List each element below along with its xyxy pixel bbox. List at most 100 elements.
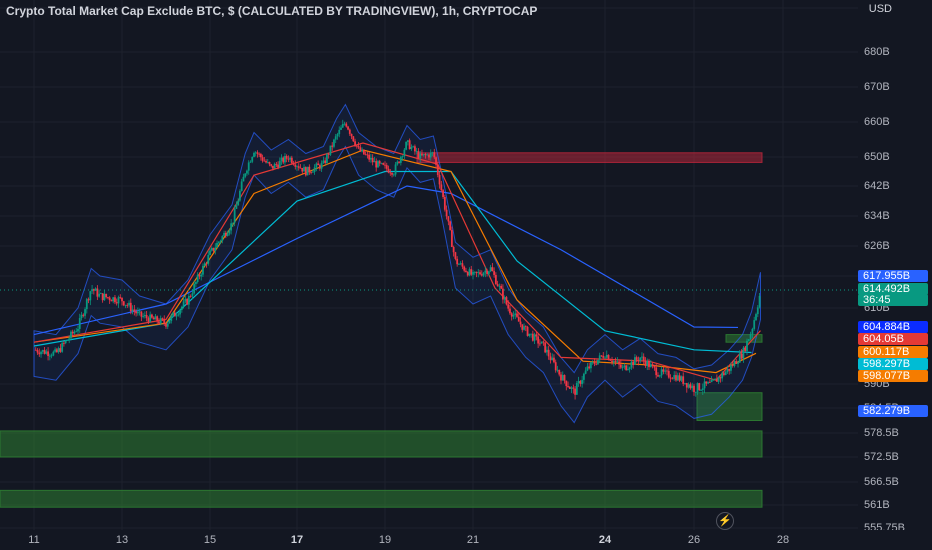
candle-body [198,274,201,277]
candle-body [189,296,192,297]
candle-body [217,241,220,243]
candle-body [80,314,83,319]
candle-body [691,385,694,389]
price-tag: 614.492B [858,283,928,295]
price-tick: 634B [864,210,890,222]
candle-body [228,230,231,234]
candle-body [277,164,279,168]
candle-body [710,380,713,383]
time-axis[interactable]: 11 13 15 17 19 21 24 26 28 [0,530,932,550]
candle-body [184,298,187,302]
candle-body [579,381,582,384]
candle-body [436,164,439,175]
candle-body [384,164,386,166]
candle-body [165,323,167,327]
candle-body [362,149,365,155]
candle-body [609,359,612,361]
candle-body [565,380,568,387]
candle-body [329,145,332,155]
candle-body [496,284,499,287]
candle-body [272,165,274,169]
candle-body [563,375,566,381]
candle-body [605,354,608,358]
currency-label[interactable]: USD [868,3,892,15]
candle-body [533,334,536,341]
price-chart[interactable] [0,0,858,530]
candle-body [359,147,362,152]
candle-body [355,145,358,147]
candle-body [424,154,427,155]
candle-body [195,281,197,285]
date-tick: 26 [687,534,701,546]
candle-body [140,311,143,317]
candle-body [149,314,152,322]
price-tick: 626B [864,240,890,252]
candle-body [240,181,243,191]
candle-body [450,230,453,247]
candle-body [544,342,547,353]
candle-body [489,267,492,272]
candle-body [639,357,642,362]
channel-band [33,103,761,424]
candle-body [680,376,683,381]
candle-body [421,153,423,156]
candle-body [682,376,685,384]
candle-body [306,166,309,176]
candle-body [498,285,501,287]
candle-body [292,163,295,165]
candle-body [519,321,522,325]
candle-body [676,375,679,381]
candle-body [403,149,406,157]
price-axis[interactable]: USD 680B670B660B650B642B634B626B618B610B… [858,0,932,534]
candle-body [280,157,283,161]
candle-body [447,216,450,222]
candle-body [540,341,543,344]
candle-body [517,316,520,322]
candle-body [259,153,262,158]
candle-body [689,384,692,389]
candle-body [209,250,211,256]
candle-body [338,129,341,135]
candle-body [528,333,531,336]
candle-body [258,153,261,155]
candle-body [678,375,681,381]
candle-body [212,247,215,251]
candle-body [385,165,388,169]
candle-body [459,263,462,265]
candle-body [214,247,217,251]
candle-body [662,369,665,372]
candle-body [98,293,101,297]
candle-body [50,355,53,357]
candle-body [175,315,178,317]
chart-area[interactable] [0,0,858,530]
candle-body [324,160,327,163]
candle-body [538,343,541,345]
candle-body [503,297,506,300]
candle-body [509,308,511,314]
candle-body [334,136,337,140]
candle-body [311,171,314,173]
candle-body [336,134,339,137]
candle-body [354,141,356,146]
candle-body [103,293,106,301]
candle-body [749,334,752,340]
candle-body [310,172,312,174]
flash-icon[interactable]: ⚡ [716,512,734,530]
candle-body [55,349,58,353]
price-tick: 566.5B [864,476,899,488]
candle-body [186,298,189,305]
candle-body [378,161,381,164]
candle-body [735,361,738,364]
chart-title: Crypto Total Market Cap Exclude BTC, $ (… [6,4,538,18]
candle-body [428,154,430,158]
candle-body [347,126,349,130]
ma-line [33,149,757,374]
candle-body [572,387,575,389]
candle-body [233,208,236,223]
candle-body [268,162,271,165]
candle-body [301,167,304,172]
candle-body [755,314,757,321]
candle-body [738,353,741,363]
candle-body [649,364,652,368]
candle-body [655,367,658,376]
